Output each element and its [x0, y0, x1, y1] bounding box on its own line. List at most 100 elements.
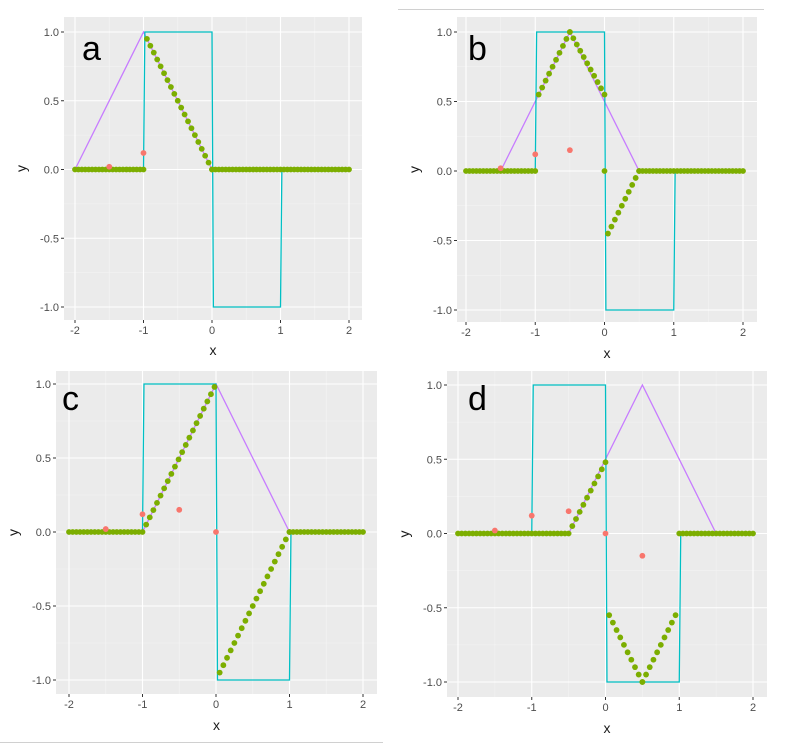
product-point	[238, 625, 245, 632]
panel-label: d	[468, 380, 487, 418]
product-point	[542, 77, 549, 84]
product-point	[154, 499, 160, 506]
x-axis-title: x	[604, 345, 611, 361]
sample-point	[139, 511, 146, 518]
x-tick-label: -2	[461, 327, 471, 339]
y-tick-label: 1.0	[427, 380, 442, 392]
y-tick-label: 0.0	[44, 165, 59, 177]
product-point	[193, 420, 200, 427]
product-point	[629, 182, 636, 188]
product-point	[668, 619, 675, 626]
product-point	[188, 125, 195, 132]
product-point	[164, 478, 171, 485]
sample-point	[102, 526, 109, 532]
product-point	[535, 91, 542, 98]
product-point	[602, 459, 609, 466]
x-tick-label: 2	[346, 325, 352, 337]
x-tick-label: -2	[453, 702, 463, 714]
product-point	[553, 56, 559, 63]
product-point	[615, 209, 622, 216]
product-point	[608, 223, 615, 230]
product-point	[186, 434, 193, 441]
product-point	[179, 449, 186, 456]
product-point	[584, 494, 590, 501]
x-tick-label: 1	[286, 699, 292, 711]
product-point	[617, 634, 624, 641]
x-tick-label: 0	[213, 699, 219, 711]
product-point	[140, 166, 147, 173]
product-point	[227, 647, 234, 654]
product-point	[646, 664, 653, 671]
product-point	[197, 413, 204, 419]
product-point	[216, 669, 223, 676]
product-point	[346, 166, 352, 173]
sample-point	[176, 506, 183, 513]
product-point	[591, 480, 598, 487]
product-point	[657, 641, 664, 648]
product-point	[360, 529, 366, 535]
x-tick-label: 0	[601, 327, 607, 339]
product-point	[580, 501, 587, 508]
panel-b: -2 -1 0 1 2 -1.0 -0.5 0.0 0.5 1.0 x y b	[406, 17, 757, 361]
product-point	[566, 29, 573, 35]
y-tick-label: -0.5	[423, 603, 442, 615]
product-point	[157, 63, 164, 70]
product-point	[168, 84, 174, 90]
product-point	[650, 656, 657, 663]
product-point	[143, 521, 150, 528]
product-point	[144, 35, 150, 42]
sample-point	[528, 512, 535, 519]
product-point	[282, 536, 289, 543]
product-point	[643, 671, 649, 678]
product-point	[231, 640, 238, 646]
x-tick-label: 1	[671, 327, 677, 339]
product-point	[624, 649, 631, 656]
y-axis-title: y	[406, 166, 422, 173]
product-point	[549, 63, 556, 70]
product-point	[154, 56, 161, 63]
y-tick-label: -1.0	[423, 677, 442, 689]
y-tick-label: 1.0	[437, 27, 452, 39]
product-point	[618, 202, 625, 209]
product-point	[580, 54, 587, 60]
product-point	[621, 641, 627, 648]
y-tick-label: 0.5	[427, 454, 442, 466]
product-point	[279, 543, 286, 550]
product-point	[632, 175, 639, 181]
product-point	[271, 558, 278, 565]
product-point	[260, 580, 267, 587]
y-tick-label: -1.0	[40, 302, 59, 314]
product-point	[591, 72, 598, 79]
product-point	[242, 617, 249, 624]
product-point	[625, 188, 632, 195]
sample-point	[213, 529, 219, 535]
product-point	[220, 662, 227, 669]
x-tick-label: -1	[138, 699, 148, 711]
product-point	[539, 84, 546, 91]
sample-point	[140, 150, 147, 156]
product-point	[205, 159, 212, 166]
x-axis-title: x	[210, 342, 217, 358]
product-point	[139, 529, 146, 535]
x-tick-label: 1	[676, 702, 682, 714]
product-point	[249, 603, 256, 609]
y-tick-label: -0.5	[40, 233, 59, 245]
product-point	[613, 627, 620, 633]
product-point	[253, 595, 260, 602]
product-point	[587, 487, 594, 494]
sample-point	[532, 151, 539, 158]
y-tick-label: -0.5	[32, 601, 51, 613]
x-tick-label: -1	[139, 325, 149, 337]
product-point	[576, 508, 583, 515]
product-point	[569, 523, 576, 529]
product-point	[182, 442, 189, 448]
x-tick-label: 2	[360, 699, 366, 711]
x-tick-label: -2	[64, 699, 74, 711]
x-tick-label: -1	[527, 702, 537, 714]
x-tick-label: 1	[277, 325, 283, 337]
product-point	[632, 664, 638, 671]
product-point	[195, 139, 202, 145]
product-point	[672, 612, 679, 619]
x-tick-label: -2	[70, 325, 80, 337]
product-point	[161, 70, 167, 77]
